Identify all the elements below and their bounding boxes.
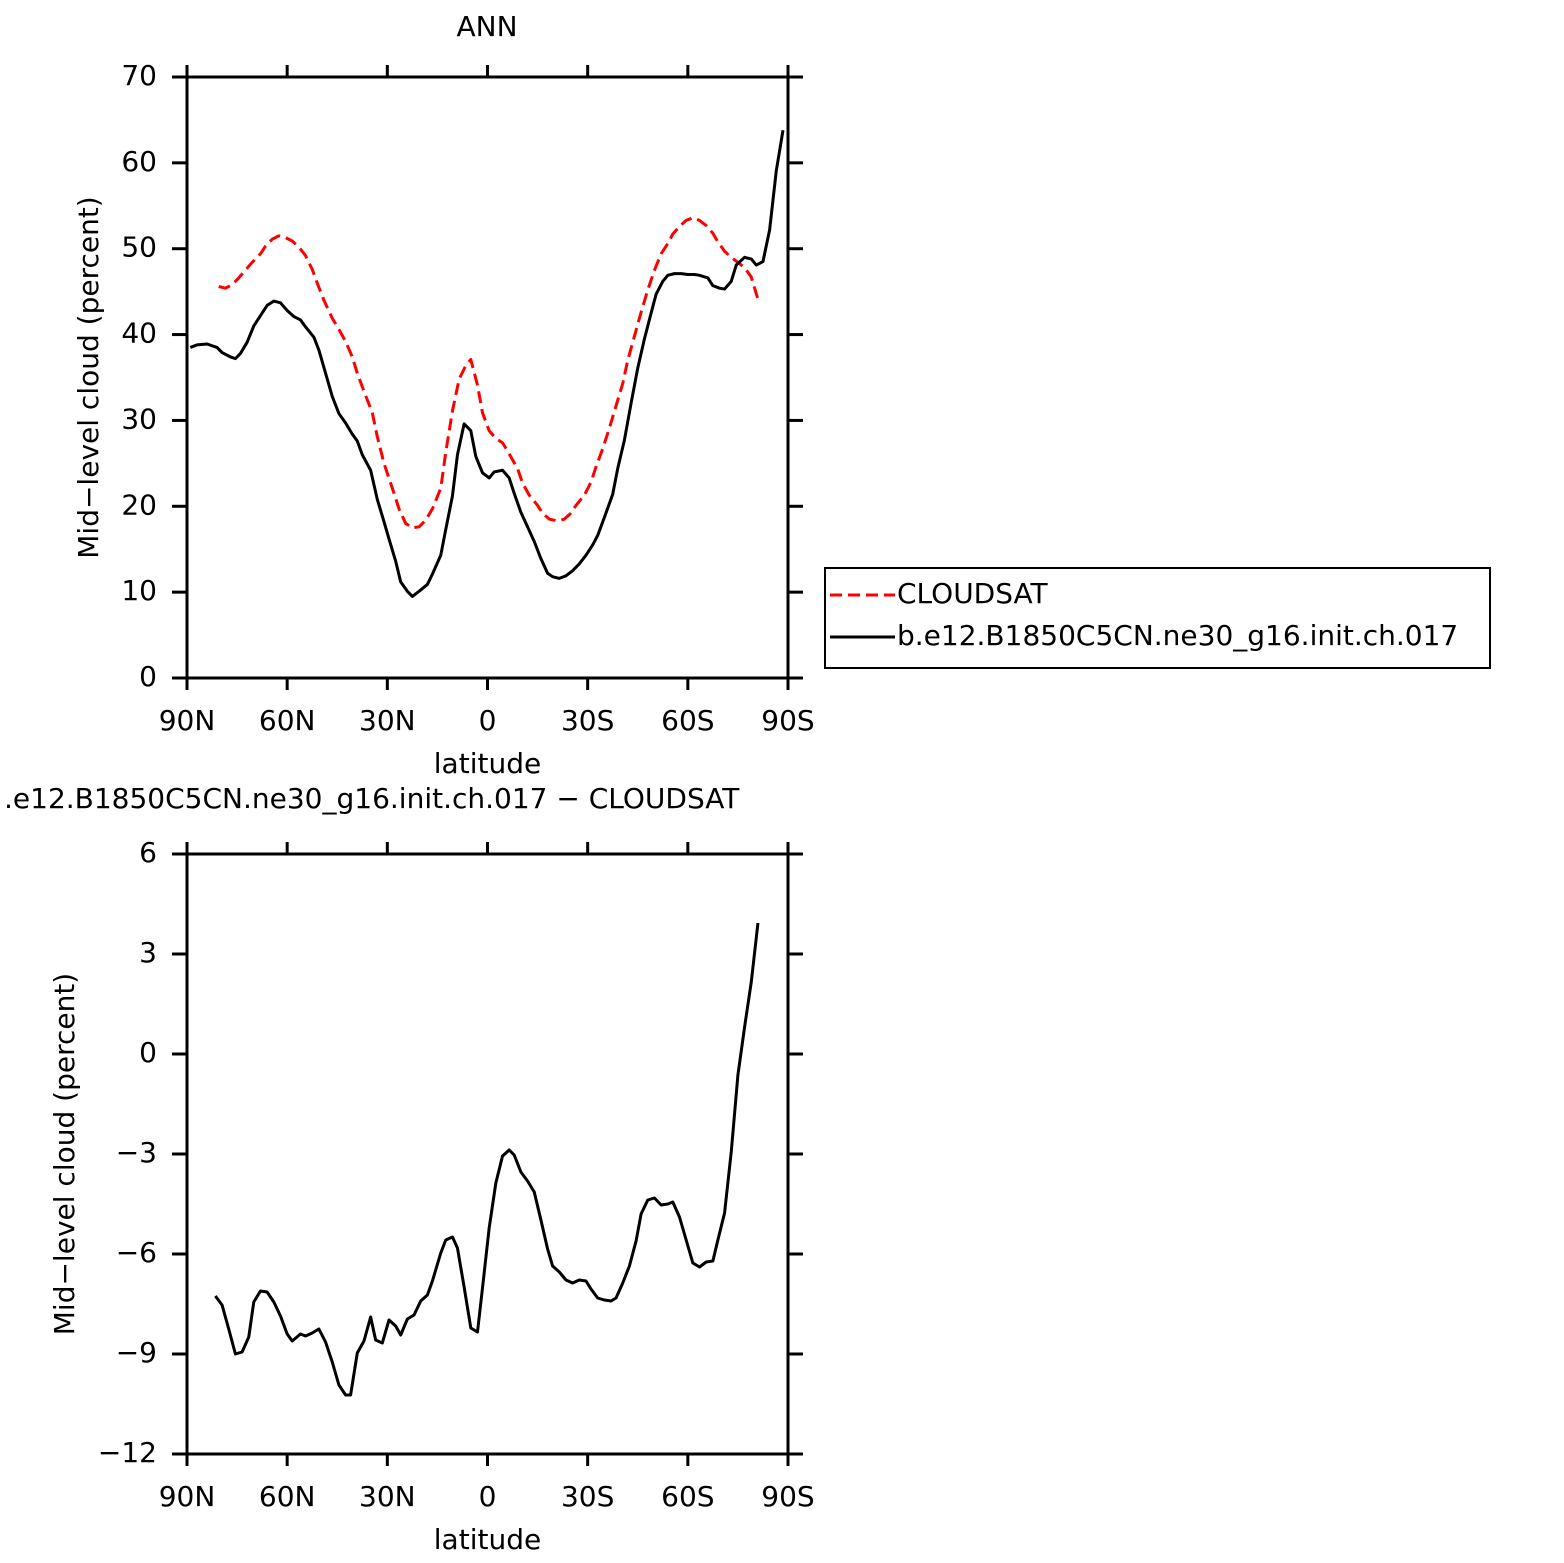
- y-tick-label: 20: [121, 488, 157, 521]
- y-tick-label: 30: [121, 402, 157, 435]
- y-tick-label: 0: [139, 1036, 157, 1069]
- data-line: [218, 216, 760, 530]
- chart-title: ANN: [456, 10, 517, 43]
- legend-box: [824, 567, 1491, 669]
- data-line: [189, 129, 785, 598]
- x-tick-label: 60S: [661, 704, 714, 737]
- y-tick-label: −9: [116, 1336, 157, 1369]
- y-tick-label: 60: [121, 145, 157, 178]
- x-tick-label: 30N: [359, 1480, 416, 1513]
- legend-label: CLOUDSAT: [897, 577, 1049, 610]
- legend-label: b.e12.B1850C5CN.ne30_g16.init.ch.017: [897, 619, 1458, 652]
- x-tick-label: 60N: [259, 704, 316, 737]
- x-axis-label: latitude: [434, 1523, 541, 1556]
- y-tick-label: 40: [121, 317, 157, 350]
- y-axis-label: Mid−level cloud (percent): [72, 196, 105, 558]
- y-axis-label: Mid−level cloud (percent): [48, 973, 81, 1335]
- y-tick-label: 6: [139, 836, 157, 869]
- x-tick-label: 0: [479, 1480, 497, 1513]
- plot-frame: [185, 852, 790, 1456]
- x-tick-label: 90N: [159, 1480, 216, 1513]
- data-line: [214, 922, 760, 1397]
- x-tick-label: 90N: [159, 704, 216, 737]
- x-tick-label: 30S: [561, 704, 614, 737]
- y-tick-label: −6: [116, 1236, 157, 1269]
- chart-title: .e12.B1850C5CN.ne30_g16.init.ch.017 − CL…: [4, 782, 740, 815]
- y-tick-label: 10: [121, 574, 157, 607]
- x-tick-label: 60S: [661, 1480, 714, 1513]
- x-tick-label: 0: [479, 704, 497, 737]
- y-tick-label: 3: [139, 936, 157, 969]
- y-tick-label: 70: [121, 59, 157, 92]
- y-tick-label: 50: [121, 231, 157, 264]
- x-tick-label: 30N: [359, 704, 416, 737]
- x-tick-label: 30S: [561, 1480, 614, 1513]
- x-tick-label: 60N: [259, 1480, 316, 1513]
- y-tick-label: 0: [139, 660, 157, 693]
- y-tick-label: −12: [98, 1436, 157, 1469]
- plot-frame: [185, 75, 790, 680]
- y-tick-label: −3: [116, 1136, 157, 1169]
- x-axis-label: latitude: [434, 747, 541, 780]
- x-tick-label: 90S: [761, 1480, 814, 1513]
- x-tick-label: 90S: [761, 704, 814, 737]
